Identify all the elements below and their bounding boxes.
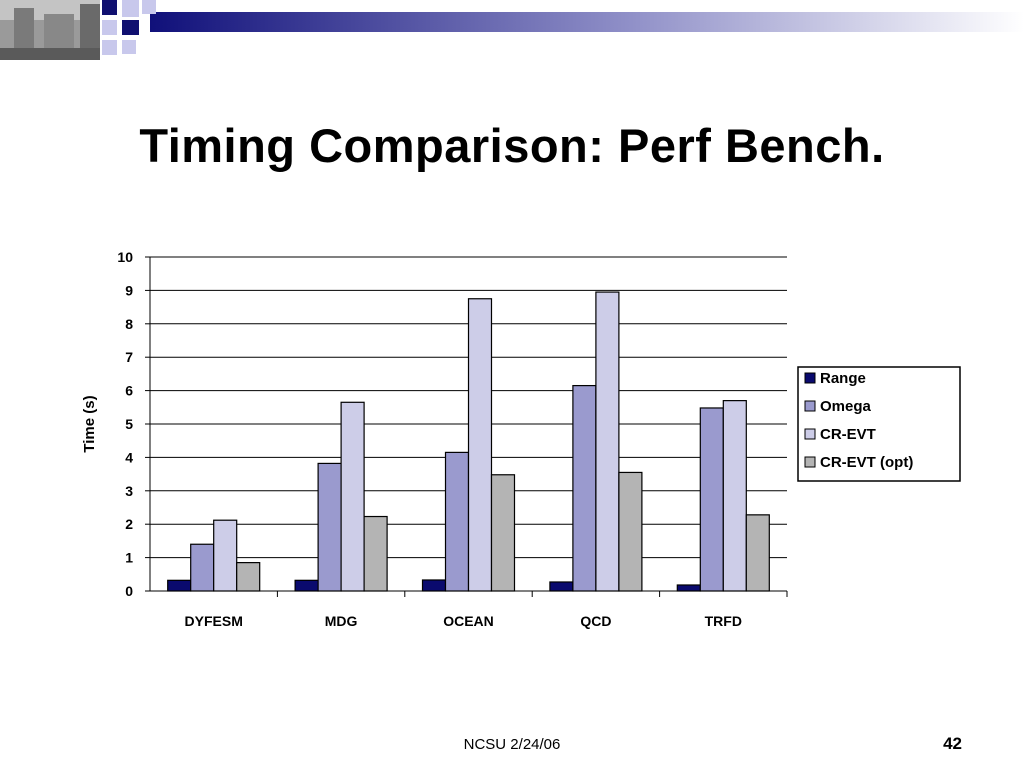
bar-cr-evt-ocean xyxy=(467,298,493,592)
legend-label: Omega xyxy=(820,398,872,415)
y-tick-label: 8 xyxy=(125,316,133,332)
x-tick-label: QCD xyxy=(580,613,611,629)
y-tick-label: 6 xyxy=(125,383,133,399)
bar-chart: 0 1 2 3 4 5 6 7 8 9 10 Time (s) DYFESM MDG OCEAN QCD TRF… xyxy=(81,249,961,629)
legend-label: CR-EVT (opt) xyxy=(820,454,913,471)
x-tick-label: TRFD xyxy=(705,613,742,629)
bar-cr-evt-dyfesm xyxy=(213,519,238,592)
bar-omega-dyfesm xyxy=(190,543,215,592)
legend-swatch xyxy=(804,372,816,384)
bar-range-trfd xyxy=(676,584,701,592)
y-axis-title: Time (s) xyxy=(81,395,98,452)
slide-title: Timing Comparison: Perf Bench. xyxy=(139,119,885,172)
bar-range-ocean xyxy=(421,579,447,592)
bar-cr-evt-opt-trfd xyxy=(745,514,770,592)
y-tick-label: 9 xyxy=(125,282,133,298)
bar-range-mdg xyxy=(294,579,319,592)
y-tick-label: 3 xyxy=(125,483,133,499)
x-tick-label: MDG xyxy=(325,613,358,629)
banner-square xyxy=(102,0,117,15)
legend-label: CR-EVT xyxy=(820,426,876,443)
y-tick-label: 0 xyxy=(125,583,133,599)
banner-square xyxy=(102,40,117,55)
legend-box xyxy=(797,366,961,482)
bar-cr-evt-opt-qcd xyxy=(618,471,643,592)
bar-cr-evt-qcd xyxy=(595,291,620,592)
bar-cr-evt-mdg xyxy=(340,401,365,592)
bar-range-dyfesm xyxy=(167,579,192,592)
legend-swatch xyxy=(804,456,816,468)
bar-cr-evt-opt-ocean xyxy=(490,474,516,592)
y-tick-label: 4 xyxy=(125,449,133,465)
legend-swatch xyxy=(804,400,816,412)
y-tick-label: 7 xyxy=(125,349,133,365)
banner-square xyxy=(142,0,156,14)
bar-omega-trfd xyxy=(699,407,724,592)
banner-square xyxy=(122,20,139,35)
bar-range-qcd xyxy=(549,581,574,592)
banner-square xyxy=(122,0,139,17)
y-tick-label: 1 xyxy=(125,550,133,566)
banner-square xyxy=(122,40,136,54)
bar-cr-evt-trfd xyxy=(722,400,747,592)
y-tick-label: 5 xyxy=(125,416,133,432)
x-tick-label: OCEAN xyxy=(443,613,494,629)
bar-cr-evt-opt-mdg xyxy=(363,515,388,592)
bar-omega-mdg xyxy=(317,462,342,592)
campus-photo xyxy=(0,0,100,60)
bar-omega-qcd xyxy=(572,384,597,592)
page-number: 42 xyxy=(943,734,962,753)
y-tick-label: 10 xyxy=(117,249,133,265)
slide-footer: NCSU 2/24/06 xyxy=(463,736,561,753)
bar-omega-ocean xyxy=(444,451,470,592)
legend-label: Range xyxy=(820,370,866,387)
header-banner xyxy=(0,0,1024,60)
legend-swatch xyxy=(804,428,816,440)
x-tick-label: DYFESM xyxy=(185,613,243,629)
bar-cr-evt-opt-dyfesm xyxy=(236,562,261,592)
y-tick-label: 2 xyxy=(125,516,133,532)
banner-square xyxy=(102,20,117,35)
